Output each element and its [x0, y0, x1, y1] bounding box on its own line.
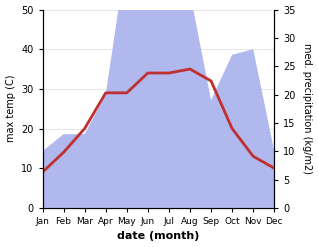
Y-axis label: med. precipitation (kg/m2): med. precipitation (kg/m2) [302, 43, 313, 174]
X-axis label: date (month): date (month) [117, 231, 200, 242]
Y-axis label: max temp (C): max temp (C) [5, 75, 16, 143]
